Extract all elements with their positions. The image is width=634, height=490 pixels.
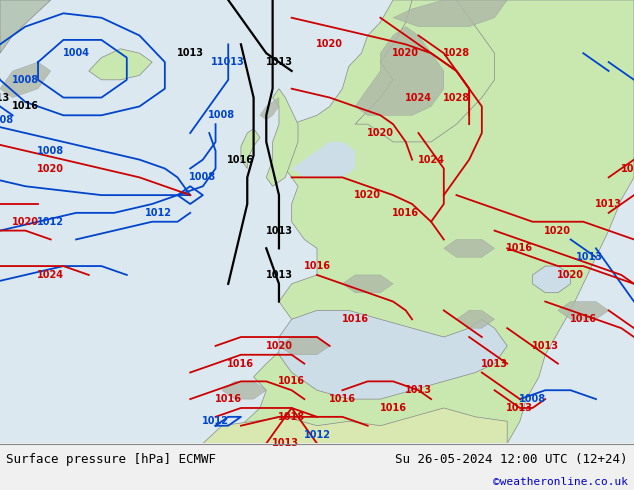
Text: 1020: 1020 — [367, 128, 394, 138]
Polygon shape — [355, 26, 444, 115]
Polygon shape — [292, 142, 355, 177]
Text: 1028: 1028 — [443, 48, 470, 58]
Polygon shape — [89, 49, 152, 80]
Text: 1020: 1020 — [12, 217, 39, 227]
Polygon shape — [342, 275, 393, 293]
Polygon shape — [0, 0, 51, 53]
Text: 1016: 1016 — [12, 101, 39, 111]
Text: 1016: 1016 — [329, 394, 356, 404]
Text: 1008: 1008 — [12, 75, 39, 85]
Text: 1016: 1016 — [507, 244, 533, 253]
Text: 1008: 1008 — [209, 110, 235, 121]
Text: 1020: 1020 — [392, 48, 419, 58]
Text: 1016: 1016 — [342, 314, 368, 324]
Text: 11013: 11013 — [211, 57, 245, 67]
Polygon shape — [174, 0, 634, 443]
Text: 1016: 1016 — [570, 314, 597, 324]
Text: 1016: 1016 — [380, 403, 406, 413]
Text: 013: 013 — [0, 93, 10, 102]
Text: Su 26-05-2024 12:00 UTC (12+24): Su 26-05-2024 12:00 UTC (12+24) — [395, 453, 628, 466]
Text: 1013: 1013 — [266, 225, 292, 236]
Text: 1020: 1020 — [316, 39, 343, 49]
Polygon shape — [355, 0, 495, 142]
Text: 1024: 1024 — [37, 270, 64, 280]
Polygon shape — [393, 0, 507, 26]
Polygon shape — [456, 311, 495, 328]
Text: 1013: 1013 — [481, 359, 508, 368]
Polygon shape — [279, 311, 507, 399]
Text: 1012: 1012 — [304, 430, 330, 440]
Text: 1016: 1016 — [392, 208, 419, 218]
Text: 1013: 1013 — [576, 252, 603, 262]
Text: 1020: 1020 — [545, 225, 571, 236]
Polygon shape — [222, 381, 266, 399]
Text: 1008: 1008 — [37, 146, 64, 156]
Text: 1024: 1024 — [405, 93, 432, 102]
Text: 1013: 1013 — [532, 341, 559, 351]
Polygon shape — [241, 128, 260, 169]
Text: 1016: 1016 — [304, 261, 330, 271]
Text: 1016: 1016 — [228, 155, 254, 165]
Text: 1028: 1028 — [443, 93, 470, 102]
Text: 1013: 1013 — [272, 439, 299, 448]
Text: 1012: 1012 — [202, 416, 229, 426]
Polygon shape — [266, 89, 298, 186]
Polygon shape — [279, 337, 330, 355]
Text: 1020: 1020 — [557, 270, 584, 280]
Text: 1016: 1016 — [621, 164, 634, 173]
Polygon shape — [260, 98, 279, 120]
Text: 1013: 1013 — [595, 199, 622, 209]
Text: 1016: 1016 — [215, 394, 242, 404]
Text: 1008: 1008 — [519, 394, 546, 404]
Text: 1004: 1004 — [63, 48, 89, 58]
Polygon shape — [444, 240, 495, 257]
Text: 1013: 1013 — [266, 57, 292, 67]
Text: 1020: 1020 — [37, 164, 64, 173]
Text: 1016: 1016 — [278, 376, 305, 387]
Text: 1016: 1016 — [228, 359, 254, 368]
Polygon shape — [533, 266, 571, 293]
Text: 1013: 1013 — [177, 48, 204, 58]
Text: ©weatheronline.co.uk: ©weatheronline.co.uk — [493, 477, 628, 487]
Polygon shape — [0, 62, 51, 98]
Text: 1013: 1013 — [266, 270, 292, 280]
Text: 1008: 1008 — [0, 115, 13, 125]
Text: 1012: 1012 — [37, 217, 64, 227]
Text: 1020: 1020 — [266, 341, 292, 351]
Polygon shape — [558, 301, 609, 319]
Text: 1013: 1013 — [507, 403, 533, 413]
Text: 1008: 1008 — [190, 172, 216, 182]
Text: 1018: 1018 — [278, 412, 305, 422]
Polygon shape — [203, 408, 507, 443]
Text: 1013: 1013 — [405, 385, 432, 395]
Text: 1020: 1020 — [354, 190, 381, 200]
Text: Surface pressure [hPa] ECMWF: Surface pressure [hPa] ECMWF — [6, 453, 216, 466]
Text: 1012: 1012 — [145, 208, 172, 218]
Text: 1024: 1024 — [418, 155, 444, 165]
